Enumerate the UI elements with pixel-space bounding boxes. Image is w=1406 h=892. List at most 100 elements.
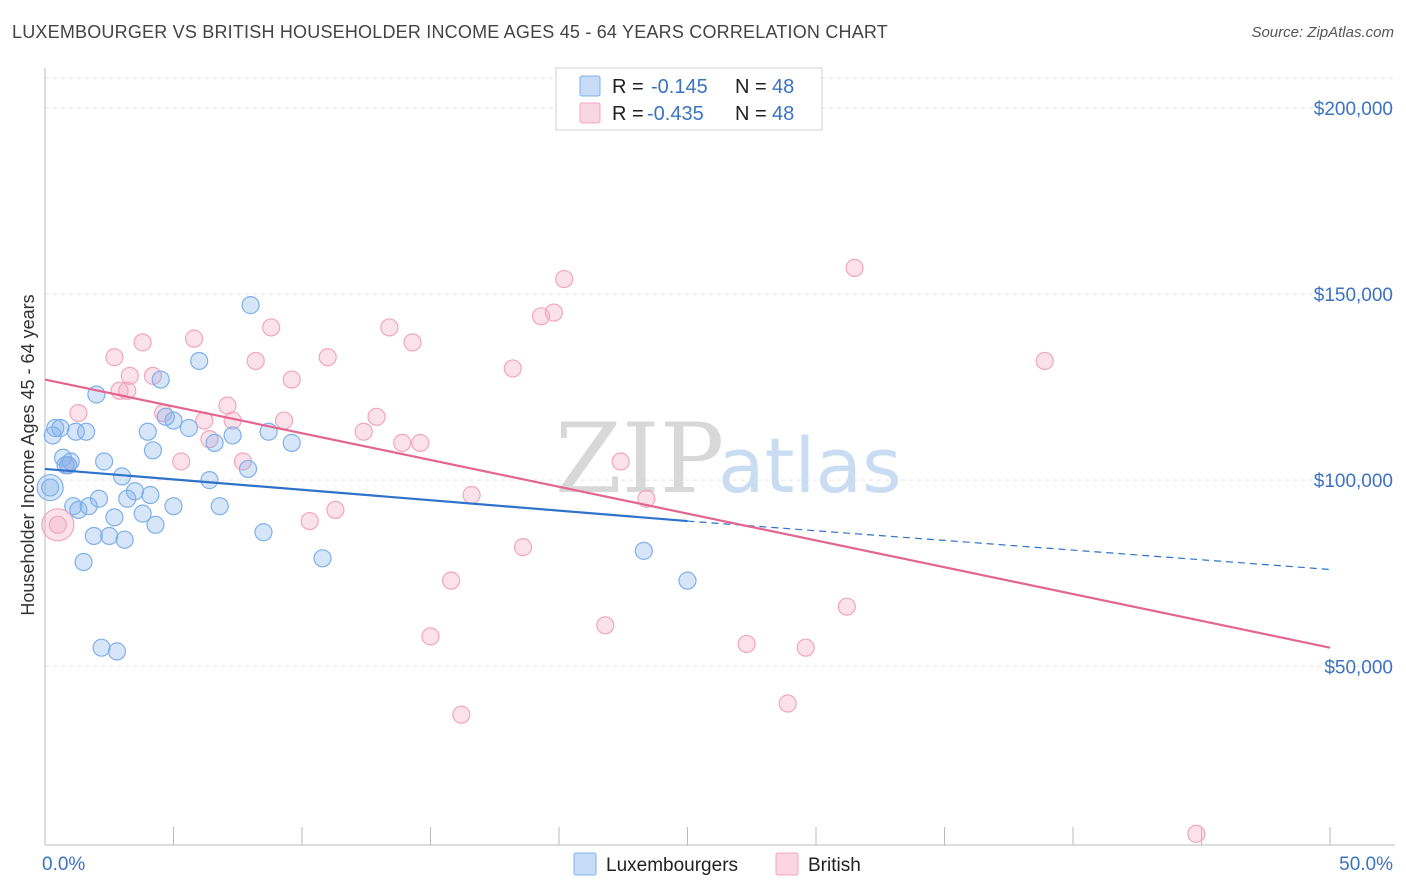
data-point-luxembourgers — [61, 452, 80, 471]
bottom-legend-swatch-british — [775, 852, 799, 876]
data-point-british — [105, 348, 124, 367]
data-point-british — [184, 329, 204, 348]
data-point-luxembourgers — [115, 530, 134, 549]
data-point-british — [452, 705, 471, 724]
data-point-british — [1187, 824, 1206, 843]
data-point-luxembourgers — [79, 497, 98, 516]
data-point-luxembourgers — [254, 523, 273, 542]
legend-r-value-british: -0.435 — [647, 103, 704, 125]
data-point-british — [611, 452, 630, 471]
data-point-british — [48, 515, 67, 534]
data-point-british — [637, 489, 656, 508]
trend-lines — [44, 378, 1331, 649]
data-point-luxembourgers — [164, 411, 183, 430]
data-point-british — [318, 348, 337, 367]
data-point-luxembourgers — [678, 571, 697, 590]
data-point-british — [262, 318, 281, 337]
data-point-luxembourgers — [223, 426, 242, 445]
legend-swatch-british — [579, 102, 601, 124]
legend-n-label-british: N = — [735, 103, 767, 125]
y-tick-label: $100,000 — [1314, 471, 1393, 492]
data-point-british — [300, 511, 319, 531]
trend-line-luxembourgers-extension — [687, 520, 1331, 571]
data-point-british — [367, 407, 386, 426]
grid-lines — [45, 77, 1395, 667]
data-point-british — [503, 359, 522, 378]
data-point-luxembourgers — [43, 426, 62, 445]
data-point-luxembourgers — [282, 433, 301, 452]
data-point-british — [596, 616, 615, 635]
data-point-british — [462, 485, 481, 505]
legend-r-label-luxembourgers: R = — [612, 76, 644, 98]
data-point-british — [1035, 351, 1054, 371]
data-point-luxembourgers — [95, 452, 114, 471]
axes — [44, 68, 1395, 846]
data-point-british — [282, 370, 301, 389]
data-point-british — [411, 433, 430, 452]
trend-line-luxembourgers — [44, 467, 688, 523]
legend-n-value-british: 48 — [772, 103, 794, 125]
data-point-british — [737, 634, 756, 654]
data-point-british — [326, 500, 345, 520]
data-point-luxembourgers — [89, 489, 109, 508]
data-point-luxembourgers — [200, 471, 219, 490]
data-point-luxembourgers — [164, 497, 183, 516]
legend-r-label-british: R = — [612, 103, 644, 125]
data-point-british — [354, 422, 373, 441]
y-tick-label: $150,000 — [1314, 285, 1393, 306]
data-point-british — [69, 403, 88, 423]
data-point-british — [403, 333, 422, 352]
data-point-british — [120, 366, 139, 385]
data-point-luxembourgers — [151, 370, 170, 389]
data-point-british — [441, 571, 461, 590]
data-point-luxembourgers — [313, 549, 332, 568]
y-tick-label: $50,000 — [1324, 657, 1393, 678]
data-point-british — [845, 258, 864, 277]
data-point-british — [796, 638, 815, 657]
data-point-british — [274, 411, 294, 430]
data-point-luxembourgers — [66, 422, 85, 441]
data-point-luxembourgers — [179, 418, 199, 438]
data-point-british — [421, 627, 440, 646]
source-label: Source: ZipAtlas.com — [1251, 24, 1394, 41]
data-point-british — [513, 538, 533, 557]
data-point-luxembourgers — [77, 422, 96, 441]
data-point-luxembourgers — [74, 552, 93, 572]
data-point-luxembourgers — [241, 296, 260, 315]
data-point-luxembourgers — [107, 642, 127, 661]
data-point-luxembourgers — [84, 526, 103, 546]
data-point-luxembourgers — [143, 441, 163, 460]
data-point-luxembourgers — [100, 526, 119, 546]
data-point-luxembourgers — [205, 433, 224, 452]
data-point-luxembourgers — [41, 478, 60, 497]
legend-swatch-luxembourgers — [579, 75, 601, 97]
data-point-luxembourgers — [190, 351, 209, 371]
data-point-luxembourgers — [69, 500, 88, 520]
data-point-british — [41, 508, 75, 542]
data-point-luxembourgers — [46, 418, 65, 438]
legend-n-label-luxembourgers: N = — [735, 76, 767, 98]
data-point-british — [393, 433, 412, 452]
bottom-legend: Luxembourgers British — [573, 852, 861, 876]
data-point-luxembourgers — [238, 459, 258, 479]
data-point-british — [133, 333, 152, 352]
data-point-luxembourgers — [105, 508, 124, 527]
data-point-luxembourgers — [210, 497, 229, 516]
data-point-luxembourgers — [133, 504, 152, 523]
data-point-luxembourgers — [146, 515, 165, 534]
watermark-zip: ZIP — [555, 403, 724, 515]
data-points — [36, 258, 1206, 843]
data-point-luxembourgers — [138, 422, 157, 441]
data-point-british — [172, 452, 191, 471]
trend-line-british — [44, 378, 1331, 649]
data-point-british — [837, 597, 856, 616]
chart-title: LUXEMBOURGER VS BRITISH HOUSEHOLDER INCO… — [12, 22, 888, 42]
data-point-luxembourgers — [36, 473, 64, 502]
x-tick-label-min: 0.0% — [42, 854, 85, 875]
data-point-british — [778, 694, 797, 713]
data-point-british — [544, 303, 563, 322]
y-tick-label: $200,000 — [1314, 99, 1393, 120]
x-tick-label-max: 50.0% — [1339, 854, 1393, 875]
bottom-legend-swatch-luxembourgers — [573, 852, 597, 876]
